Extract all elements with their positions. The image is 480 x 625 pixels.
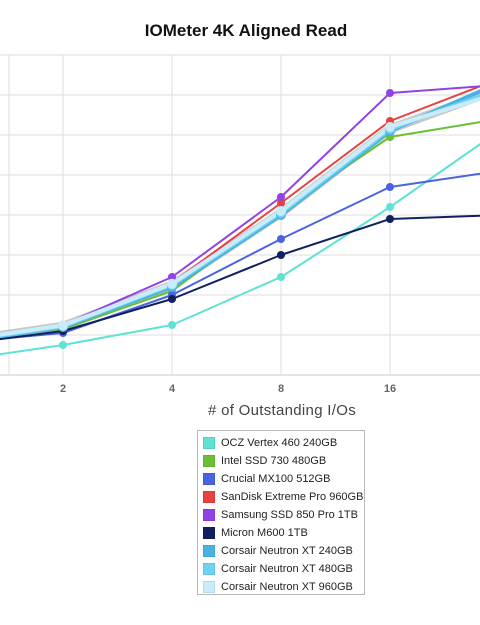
legend-item: Crucial MX100 512GB	[203, 470, 364, 488]
x-tick-label: 2	[60, 383, 66, 395]
series-line-crucial-mx100-512gb	[0, 172, 480, 340]
legend-label: Corsair Neutron XT 240GB	[221, 545, 353, 557]
legend-swatch	[203, 455, 215, 467]
series-line-corsair-neutron-xt-960gb	[0, 96, 480, 337]
x-axis-label: # of Outstanding I/Os	[208, 402, 356, 419]
series-line-micron-m600-1tb	[0, 214, 480, 341]
x-axis-ticks: 2 4 8 16	[60, 383, 396, 395]
data-point-samsung-ssd-850-pro-1tb	[277, 193, 285, 201]
data-point-corsair-neutron-xt-960gb	[385, 122, 395, 132]
legend-item: Corsair Neutron XT 240GB	[203, 542, 364, 560]
data-point-corsair-neutron-xt-960gb	[167, 278, 177, 289]
data-point-ocz-vertex-460-240gb	[59, 341, 67, 349]
series-line-ocz-vertex-460-240gb	[0, 143, 480, 356]
legend-label: Samsung SSD 850 Pro 1TB	[221, 509, 358, 521]
legend-label: Crucial MX100 512GB	[221, 473, 331, 485]
data-point-micron-m600-1tb	[277, 251, 285, 259]
chart-legend: OCZ Vertex 460 240GB Intel SSD 730 480GB C…	[197, 430, 365, 595]
x-tick-label: 8	[278, 383, 284, 395]
legend-item: Corsair Neutron XT 960GB	[203, 578, 364, 596]
legend-swatch	[203, 473, 215, 485]
legend-item: Micron M600 1TB	[203, 524, 364, 542]
legend-swatch	[203, 437, 215, 449]
legend-label: Corsair Neutron XT 960GB	[221, 581, 353, 593]
legend-swatch	[203, 545, 215, 557]
data-point-sandisk-extreme-pro-960gb	[277, 199, 285, 207]
legend-item: Intel SSD 730 480GB	[203, 452, 364, 470]
data-point-samsung-ssd-850-pro-1tb	[386, 89, 394, 97]
legend-swatch	[203, 563, 215, 575]
data-point-ocz-vertex-460-240gb	[386, 203, 394, 211]
legend-swatch	[203, 581, 215, 593]
data-point-crucial-mx100-512gb	[386, 183, 394, 191]
legend-label: OCZ Vertex 460 240GB	[221, 437, 338, 449]
legend-item: Corsair Neutron XT 480GB	[203, 560, 364, 578]
legend-swatch	[203, 527, 215, 539]
legend-swatch	[203, 509, 215, 521]
series-points	[58, 89, 395, 349]
data-point-corsair-neutron-xt-960gb	[276, 206, 286, 216]
data-point-corsair-neutron-xt-960gb	[58, 320, 68, 331]
legend-item: OCZ Vertex 460 240GB	[203, 434, 364, 452]
series-lines	[0, 85, 480, 356]
legend-label: SanDisk Extreme Pro 960GB	[221, 491, 364, 503]
legend-item: Samsung SSD 850 Pro 1TB	[203, 506, 364, 524]
data-point-crucial-mx100-512gb	[277, 235, 285, 243]
x-tick-label: 4	[169, 383, 176, 395]
series-shadow-line	[0, 91, 480, 340]
x-tick-label: 16	[384, 383, 396, 395]
data-point-micron-m600-1tb	[386, 215, 394, 223]
data-point-ocz-vertex-460-240gb	[168, 321, 176, 329]
series-shadow-band	[0, 91, 480, 340]
data-point-micron-m600-1tb	[168, 295, 176, 303]
data-point-ocz-vertex-460-240gb	[277, 273, 285, 281]
series-line-intel-ssd-730-480gb	[0, 121, 480, 337]
data-point-samsung-ssd-850-pro-1tb	[168, 273, 176, 281]
chart-title: IOMeter 4K Aligned Read	[145, 21, 347, 40]
legend-label: Corsair Neutron XT 480GB	[221, 563, 353, 575]
legend-label: Micron M600 1TB	[221, 527, 308, 539]
legend-label: Intel SSD 730 480GB	[221, 455, 327, 467]
legend-item: SanDisk Extreme Pro 960GB	[203, 488, 364, 506]
legend-swatch	[203, 491, 215, 503]
